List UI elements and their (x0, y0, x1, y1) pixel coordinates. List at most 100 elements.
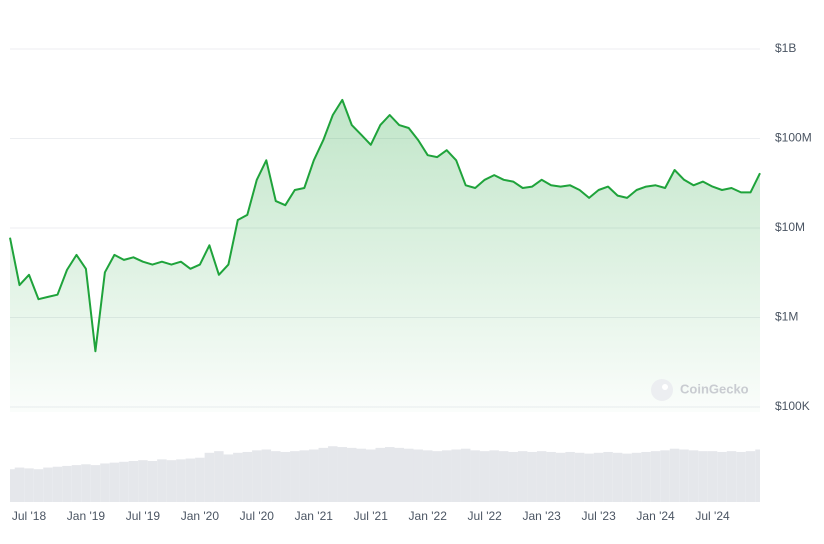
volume-bar (81, 464, 91, 502)
volume-bar (660, 450, 670, 502)
volume-bar (593, 452, 604, 502)
x-tick-label: Jan '24 (636, 509, 675, 523)
volume-bar (271, 451, 281, 502)
volume-bar (441, 450, 452, 502)
volume-bar (698, 451, 708, 502)
volume-bar (470, 450, 480, 502)
volume-bar (745, 451, 756, 502)
volume-bar (71, 465, 82, 502)
volume-bar (574, 452, 585, 502)
volume-bar (280, 451, 291, 502)
volume-bar (669, 448, 680, 502)
watermark-logo (651, 379, 673, 401)
y-tick-label: $1M (775, 310, 798, 324)
volume-bar (679, 449, 689, 502)
volume-bar (555, 452, 566, 502)
volume-bar (14, 467, 25, 502)
volume-bar (736, 451, 746, 502)
x-tick-label: Jan '23 (522, 509, 561, 523)
volume-bar (43, 467, 53, 502)
volume-bar (290, 451, 300, 502)
x-tick-label: Jul '18 (12, 509, 47, 523)
volume-bar (100, 463, 110, 502)
volume-bar (603, 451, 613, 502)
volume-bar (185, 458, 196, 502)
x-tick-label: Jul '22 (468, 509, 503, 523)
volume-bar (413, 449, 423, 502)
volume-bar (119, 461, 129, 502)
volume-bar (366, 449, 376, 502)
y-tick-label: $1B (775, 41, 796, 55)
volume-bar (195, 457, 205, 502)
volume-bar (451, 449, 461, 502)
watermark-text: CoinGecko (680, 381, 749, 396)
volume-bar (755, 449, 760, 502)
volume-bar (565, 451, 575, 502)
volume-bar (347, 447, 357, 502)
volume-bar (385, 447, 395, 502)
area (10, 99, 760, 413)
volume-bar (147, 461, 158, 502)
x-tick-label: Jan '22 (409, 509, 448, 523)
volume-bar (166, 460, 177, 502)
x-tick-label: Jan '21 (295, 509, 334, 523)
volume-bar (33, 469, 44, 502)
volume-bar (24, 468, 34, 502)
volume-bar (546, 451, 556, 502)
volume-bar (242, 451, 253, 502)
volume-bar (489, 450, 499, 502)
x-tick-label: Jul '21 (354, 509, 389, 523)
volume-bar (214, 451, 224, 502)
volume-bar (394, 447, 404, 502)
volume-bar (688, 450, 699, 502)
x-tick-label: Jul '19 (126, 509, 161, 523)
x-tick-label: Jul '23 (581, 509, 616, 523)
volume-bar (328, 446, 338, 502)
volume-bar (508, 451, 518, 502)
x-tick-label: Jul '24 (695, 509, 730, 523)
x-tick-label: Jan '19 (67, 509, 106, 523)
volume-bar (612, 452, 623, 502)
x-tick-label: Jul '20 (240, 509, 275, 523)
price-line (9, 98, 761, 353)
y-tick-label: $100M (775, 131, 812, 145)
volume-bar (479, 451, 490, 502)
volume-bar (432, 451, 442, 502)
volume-bar (356, 448, 367, 502)
volume-bar (90, 465, 101, 502)
volume-bar (299, 450, 310, 502)
volume-bar (726, 451, 737, 502)
volume-bar (403, 448, 414, 502)
watermark-logo-eye (662, 384, 668, 390)
volume-bar (422, 450, 433, 502)
volume-bar (261, 449, 272, 502)
volume-bar (138, 460, 148, 502)
volume-bar (318, 447, 329, 502)
volume-bar (584, 453, 594, 502)
volume-bar (204, 452, 215, 502)
volume-bar (527, 451, 537, 502)
volume-bar (128, 461, 139, 502)
y-tick-label: $10M (775, 220, 805, 234)
volume-bar (157, 459, 167, 502)
volume-bar (309, 449, 319, 502)
volume-bar (536, 451, 547, 502)
y-tick-label: $100K (775, 399, 810, 413)
volume-bar (641, 451, 651, 502)
volume-bar (622, 453, 632, 502)
volume-bar (460, 448, 471, 502)
volume-bar (631, 452, 642, 502)
volume-bar (62, 465, 72, 502)
volume-bar (337, 447, 348, 502)
volume-bar (375, 447, 385, 502)
volume-bar (223, 454, 234, 502)
volume-bar (498, 451, 509, 502)
watermark: CoinGecko (651, 379, 749, 401)
volume-bar (109, 462, 120, 502)
volume-bar (52, 466, 63, 502)
volume-bar (717, 451, 727, 502)
volume-bar (176, 459, 186, 502)
volume-bar (517, 451, 528, 502)
